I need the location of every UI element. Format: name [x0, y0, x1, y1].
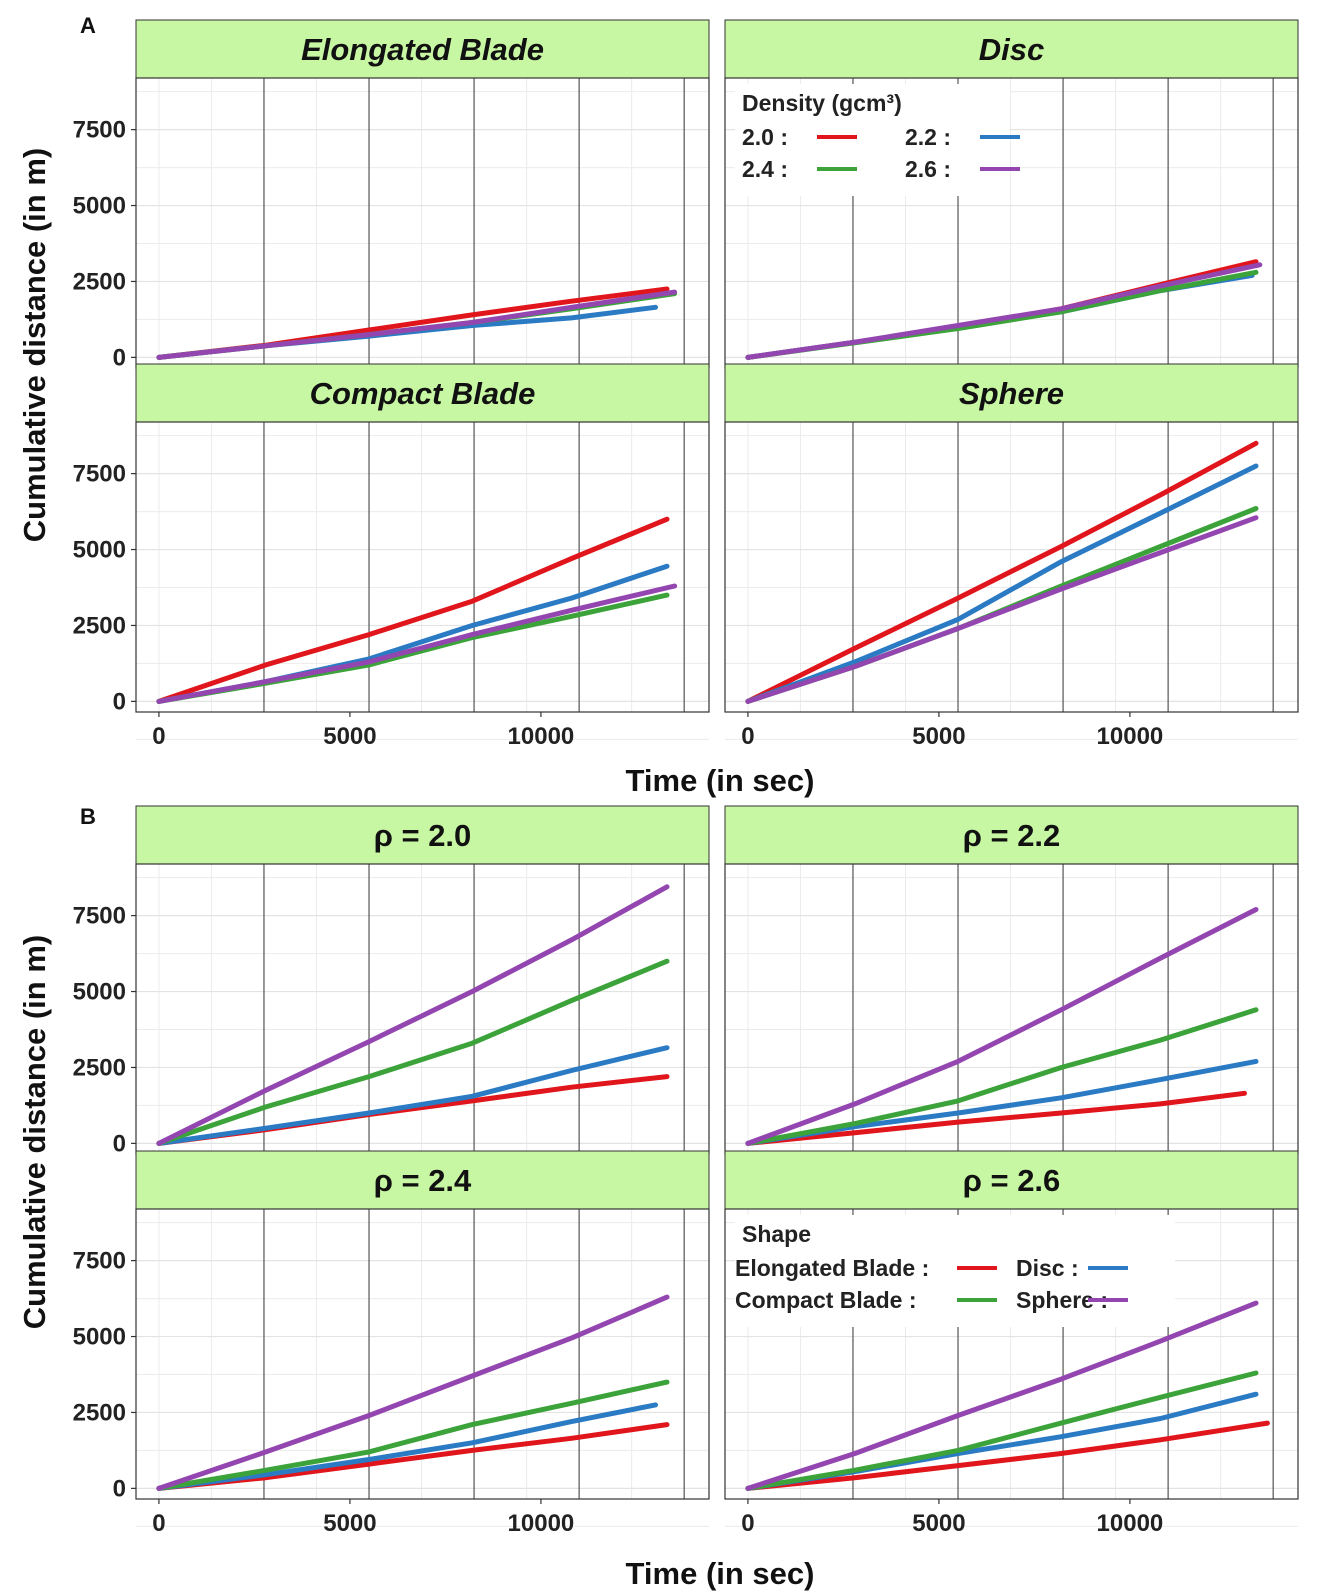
y-tick-label: 5000	[73, 979, 126, 1006]
facet-disc: Disc Density (gcm³) 2.0 : 2.2 : 2.4 : 2.6 :	[724, 19, 1299, 396]
series-line	[745, 1420, 1270, 1491]
y-axis-title-a: Cumulative distance (in m)	[17, 148, 52, 542]
legend-item-label: Elongated Blade :	[735, 1255, 929, 1281]
x-tick-label: 0	[741, 723, 754, 750]
facet-strip	[135, 363, 710, 423]
legend-item-label: 2.6 :	[905, 156, 951, 182]
facet-sphere: Sphere 0 5000 10000	[724, 363, 1299, 750]
x-tick-label: 5000	[912, 1510, 965, 1537]
legend-item-label: Compact Blade :	[735, 1287, 916, 1313]
x-tick-label: 0	[152, 723, 165, 750]
plot-border	[135, 421, 710, 713]
series-line	[156, 516, 670, 704]
x-tick-label: 5000	[323, 723, 376, 750]
series-line	[745, 262, 1263, 360]
y-tick-label: 2500	[73, 1054, 126, 1081]
y-tick-label: 7500	[73, 461, 126, 488]
facet-title: Sphere	[959, 376, 1064, 411]
facet-strip	[135, 805, 710, 865]
legend-background	[735, 1215, 1175, 1327]
facet-compact-blade: Compact Blade 0 2500 5000 7500 0 5000 10000	[73, 363, 710, 750]
plot-border	[724, 1208, 1299, 1500]
facet-strip	[135, 19, 710, 79]
facet-2-2: ρ = 2.2	[724, 805, 1299, 1182]
series-line	[156, 1045, 670, 1146]
y-tick-label: 5000	[73, 1324, 126, 1351]
x-tick-label: 5000	[912, 723, 965, 750]
legend-item-label: 2.4 :	[742, 156, 788, 182]
panel-label-a: A	[80, 13, 96, 38]
legend: Density (gcm³) 2.0 : 2.2 : 2.4 : 2.6 :	[735, 84, 1020, 196]
y-tick-label: 7500	[73, 117, 126, 144]
y-tick-label: 2500	[73, 268, 126, 295]
series-line	[745, 1007, 1259, 1146]
legend: Shape Elongated Blade : Disc : Compact Blad…	[735, 1215, 1175, 1327]
x-tick-label: 10000	[508, 723, 575, 750]
legend-item-label: 2.2 :	[905, 124, 951, 150]
series-line	[745, 907, 1259, 1146]
facet-elongated-blade: Elongated Blade 0 2500 5000 7500	[73, 19, 710, 396]
series-line	[156, 958, 670, 1146]
series-line	[156, 1402, 658, 1491]
x-tick-label: 10000	[508, 1510, 575, 1537]
facet-strip	[135, 1150, 710, 1210]
facet-2-6: ρ = 2.6 0 5000 10000 Shape Elongated Blade : D…	[724, 1150, 1299, 1537]
facet-2-0: ρ = 2.0 0 2500 5000 7500	[73, 805, 710, 1182]
plot-border	[135, 1208, 710, 1500]
x-tick-label: 5000	[323, 1510, 376, 1537]
plot-border	[724, 421, 1299, 713]
series-line	[156, 884, 670, 1146]
facet-strip	[724, 805, 1299, 865]
facet-title: Disc	[979, 32, 1044, 67]
series-line	[156, 583, 678, 704]
series-line	[745, 1058, 1259, 1146]
series-line	[745, 515, 1259, 704]
series-line	[156, 1379, 670, 1491]
legend-background	[735, 84, 1010, 196]
chart-panels: Elongated Blade 0 2500 5000 7500 Disc Density …	[73, 19, 1299, 1537]
x-axis-title-a: Time (in sec)	[626, 763, 815, 798]
y-axis-title-b: Cumulative distance (in m)	[17, 935, 52, 1329]
y-tick-label: 7500	[73, 1248, 126, 1275]
x-axis-title-b: Time (in sec)	[626, 1556, 815, 1591]
panel-label-b: B	[80, 804, 96, 829]
legend-item-label: 2.0 :	[742, 124, 788, 150]
series-line	[745, 1370, 1259, 1491]
y-tick-label: 5000	[73, 193, 126, 220]
plot-area	[725, 864, 1298, 1154]
facet-title: Elongated Blade	[301, 32, 544, 67]
y-tick-label: 0	[113, 344, 126, 371]
y-tick-label: 5000	[73, 537, 126, 564]
y-tick-label: 0	[113, 1475, 126, 1502]
series-line	[745, 440, 1259, 704]
legend-title: Density (gcm³)	[742, 90, 902, 116]
legend-item-label: Disc :	[1016, 1255, 1079, 1281]
facet-title: Compact Blade	[310, 376, 536, 411]
series-line	[745, 463, 1259, 704]
y-tick-label: 2500	[73, 1399, 126, 1426]
series-line	[745, 1300, 1259, 1491]
facet-title: ρ = 2.4	[374, 1163, 472, 1198]
x-tick-label: 0	[741, 1510, 754, 1537]
y-tick-label: 2500	[73, 612, 126, 639]
facet-title: ρ = 2.2	[963, 818, 1061, 853]
x-tick-label: 10000	[1097, 723, 1164, 750]
y-tick-label: 0	[113, 1130, 126, 1157]
series-line	[745, 1090, 1247, 1146]
x-tick-label: 10000	[1097, 1510, 1164, 1537]
x-tick-label: 0	[152, 1510, 165, 1537]
y-tick-label: 7500	[73, 903, 126, 930]
facet-title: ρ = 2.0	[374, 818, 472, 853]
legend-title: Shape	[742, 1221, 811, 1247]
plot-area	[136, 422, 709, 712]
facet-title: ρ = 2.6	[963, 1163, 1061, 1198]
facet-strip	[724, 19, 1299, 79]
facet-strip	[724, 363, 1299, 423]
facet-2-4: ρ = 2.4 0 2500 5000 7500 0 5000 10000	[73, 1150, 710, 1537]
series-line	[156, 1294, 670, 1491]
y-tick-label: 0	[113, 688, 126, 715]
series-line	[156, 289, 678, 360]
